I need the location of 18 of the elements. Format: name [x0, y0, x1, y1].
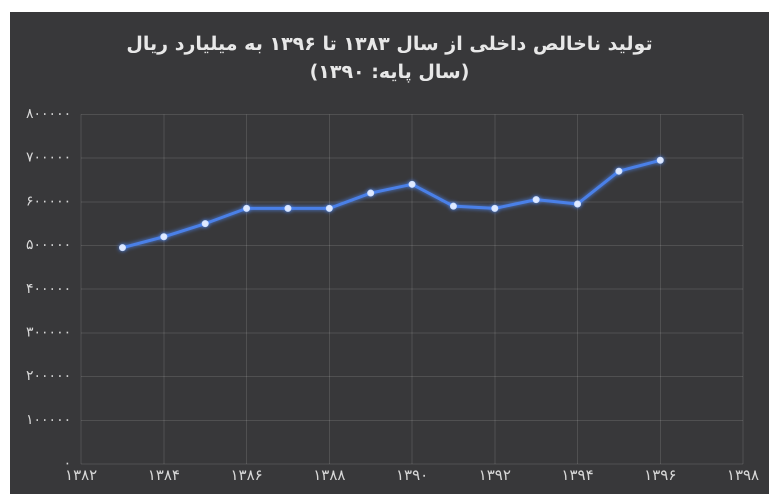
y-tick-label: ۷۰۰۰۰۰ — [26, 150, 72, 166]
x-tick-label: ۱۳۹۶ — [644, 466, 676, 484]
x-tick-label: ۱۳۸۴ — [148, 466, 180, 484]
y-tick-label: ۲۰۰۰۰۰ — [26, 368, 72, 384]
y-tick-label: ۴۰۰۰۰۰ — [26, 280, 72, 297]
x-tick-label: ۱۳۹۴ — [561, 466, 594, 484]
chart-title: تولید ناخالص داخلی از سال ۱۳۸۳ تا ۱۳۹۶ به میلیارد ریال — [125, 32, 654, 57]
x-tick-label: ۱۳۹۰ — [396, 466, 428, 484]
x-tick-label: ۱۳۸۸ — [313, 466, 346, 484]
y-tick-label: ۸۰۰۰۰۰ — [26, 106, 72, 122]
y-tick-label: ۱۰۰۰۰۰ — [26, 412, 72, 428]
y-tick-label: ۳۰۰۰۰۰ — [26, 324, 72, 341]
x-tick-label: ۱۳۸۶ — [230, 466, 263, 484]
x-tick-label: ۱۳۹۸ — [726, 466, 760, 484]
x-tick-label: ۱۳۹۲ — [478, 466, 511, 484]
chart-subtitle: (سال پایه: ۱۳۹۰) — [308, 60, 470, 85]
y-tick-label: ۶۰۰۰۰۰ — [26, 193, 72, 210]
y-tick-label: ۵۰۰۰۰۰ — [26, 237, 72, 254]
